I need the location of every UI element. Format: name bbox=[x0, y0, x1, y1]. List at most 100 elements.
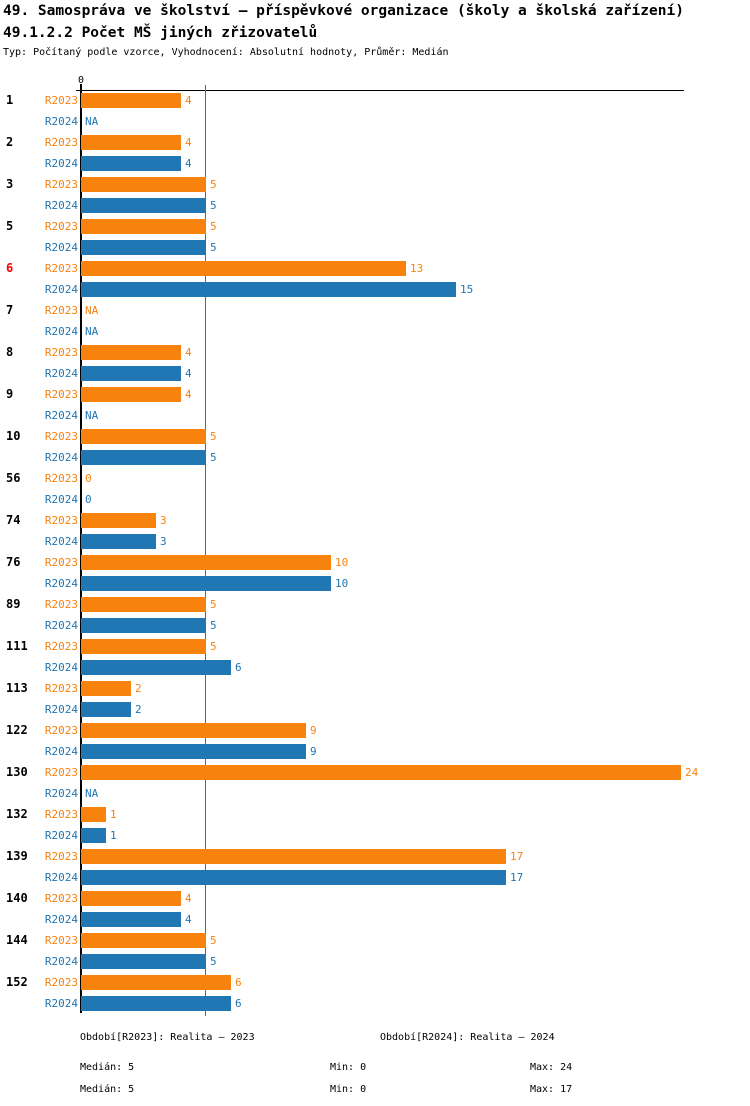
bar-r2023 bbox=[81, 639, 206, 654]
bar-value-label: 1 bbox=[110, 829, 117, 842]
bar-value-label: 5 bbox=[210, 955, 217, 968]
bar-r2023 bbox=[81, 345, 181, 360]
legend-r2023: Období[R2023]: Realita – 2023 bbox=[80, 1032, 255, 1043]
row-category-label: 152 bbox=[6, 975, 28, 989]
row-category-label: 9 bbox=[6, 387, 14, 401]
bar-value-label: 6 bbox=[235, 997, 242, 1010]
bar-r2023 bbox=[81, 891, 181, 906]
row-series-label-r2024: R2024 bbox=[44, 493, 78, 506]
bar-r2023 bbox=[81, 219, 206, 234]
bar-value-label: 0 bbox=[85, 472, 92, 485]
row-series-label-r2023: R2023 bbox=[44, 388, 78, 401]
row-series-label-r2023: R2023 bbox=[44, 220, 78, 233]
row-series-label-r2024: R2024 bbox=[44, 619, 78, 632]
bar-value-label: NA bbox=[85, 409, 99, 422]
row-series-label-r2024: R2024 bbox=[44, 367, 78, 380]
row-series-label-r2023: R2023 bbox=[44, 892, 78, 905]
row-series-label-r2023: R2023 bbox=[44, 682, 78, 695]
row-series-label-r2023: R2023 bbox=[44, 262, 78, 275]
bar-value-label: 4 bbox=[185, 346, 192, 359]
row-series-label-r2024: R2024 bbox=[44, 913, 78, 926]
row-category-label: 111 bbox=[6, 639, 28, 653]
bar-value-label: 5 bbox=[210, 598, 217, 611]
bar-r2023 bbox=[81, 597, 206, 612]
bar-value-label: 4 bbox=[185, 94, 192, 107]
bar-value-label: 4 bbox=[185, 892, 192, 905]
bar-value-label: 5 bbox=[210, 640, 217, 653]
bar-r2023 bbox=[81, 387, 181, 402]
row-series-label-r2024: R2024 bbox=[44, 241, 78, 254]
bar-value-label: 0 bbox=[85, 493, 92, 506]
bar-value-label: 3 bbox=[160, 514, 167, 527]
row-series-label-r2023: R2023 bbox=[44, 472, 78, 485]
row-series-label-r2024: R2024 bbox=[44, 157, 78, 170]
bar-r2023 bbox=[81, 555, 331, 570]
stat-min-r2023: Min: 0 bbox=[330, 1062, 367, 1073]
bar-value-label: 6 bbox=[235, 976, 242, 989]
bar-value-label: 5 bbox=[210, 451, 217, 464]
row-series-label-r2023: R2023 bbox=[44, 808, 78, 821]
bar-value-label: 17 bbox=[510, 871, 524, 884]
bar-r2023 bbox=[81, 681, 131, 696]
row-series-label-r2023: R2023 bbox=[44, 304, 78, 317]
row-category-label: 10 bbox=[6, 429, 21, 443]
bar-r2023 bbox=[81, 807, 106, 822]
bar-r2024 bbox=[81, 198, 206, 213]
row-series-label-r2023: R2023 bbox=[44, 136, 78, 149]
bar-r2024 bbox=[81, 534, 156, 549]
row-series-label-r2024: R2024 bbox=[44, 199, 78, 212]
bar-r2024 bbox=[81, 576, 331, 591]
bar-r2023 bbox=[81, 849, 506, 864]
row-series-label-r2024: R2024 bbox=[44, 703, 78, 716]
row-series-label-r2023: R2023 bbox=[44, 766, 78, 779]
bar-value-label: NA bbox=[85, 115, 99, 128]
bar-r2024 bbox=[81, 702, 131, 717]
stat-max-r2023: Max: 24 bbox=[530, 1062, 573, 1073]
bar-value-label: 2 bbox=[135, 682, 142, 695]
bar-r2024 bbox=[81, 660, 231, 675]
row-series-label-r2024: R2024 bbox=[44, 829, 78, 842]
row-series-label-r2024: R2024 bbox=[44, 997, 78, 1010]
row-series-label-r2024: R2024 bbox=[44, 661, 78, 674]
bar-r2023 bbox=[81, 513, 156, 528]
row-series-label-r2024: R2024 bbox=[44, 451, 78, 464]
bar-value-label: 5 bbox=[210, 220, 217, 233]
bar-r2023 bbox=[81, 177, 206, 192]
row-series-label-r2023: R2023 bbox=[44, 976, 78, 989]
row-series-label-r2024: R2024 bbox=[44, 787, 78, 800]
row-category-label: 144 bbox=[6, 933, 28, 947]
row-category-label: 6 bbox=[6, 261, 14, 275]
row-series-label-r2023: R2023 bbox=[44, 556, 78, 569]
bar-value-label: 5 bbox=[210, 199, 217, 212]
row-category-label: 7 bbox=[6, 303, 14, 317]
row-series-label-r2023: R2023 bbox=[44, 724, 78, 737]
bar-r2023 bbox=[81, 135, 181, 150]
bar-r2024 bbox=[81, 954, 206, 969]
row-category-label: 89 bbox=[6, 597, 21, 611]
row-series-label-r2023: R2023 bbox=[44, 430, 78, 443]
bar-r2023 bbox=[81, 975, 231, 990]
bar-value-label: 9 bbox=[310, 724, 317, 737]
row-series-label-r2024: R2024 bbox=[44, 283, 78, 296]
x-axis-zero-label: 0 bbox=[77, 75, 85, 86]
row-category-label: 74 bbox=[6, 513, 21, 527]
bar-r2023 bbox=[81, 261, 406, 276]
row-category-label: 140 bbox=[6, 891, 28, 905]
bar-r2023 bbox=[81, 429, 206, 444]
bar-r2024 bbox=[81, 282, 456, 297]
row-series-label-r2024: R2024 bbox=[44, 325, 78, 338]
bar-r2024 bbox=[81, 450, 206, 465]
stat-min-r2024: Min: 0 bbox=[330, 1084, 367, 1095]
row-category-label: 130 bbox=[6, 765, 28, 779]
bar-r2024 bbox=[81, 744, 306, 759]
row-series-label-r2023: R2023 bbox=[44, 934, 78, 947]
bar-r2024 bbox=[81, 996, 231, 1011]
bar-value-label: 5 bbox=[210, 430, 217, 443]
row-category-label: 113 bbox=[6, 681, 28, 695]
bar-value-label: NA bbox=[85, 304, 99, 317]
row-series-label-r2024: R2024 bbox=[44, 535, 78, 548]
bar-value-label: 17 bbox=[510, 850, 524, 863]
bar-value-label: 6 bbox=[235, 661, 242, 674]
bar-r2023 bbox=[81, 933, 206, 948]
